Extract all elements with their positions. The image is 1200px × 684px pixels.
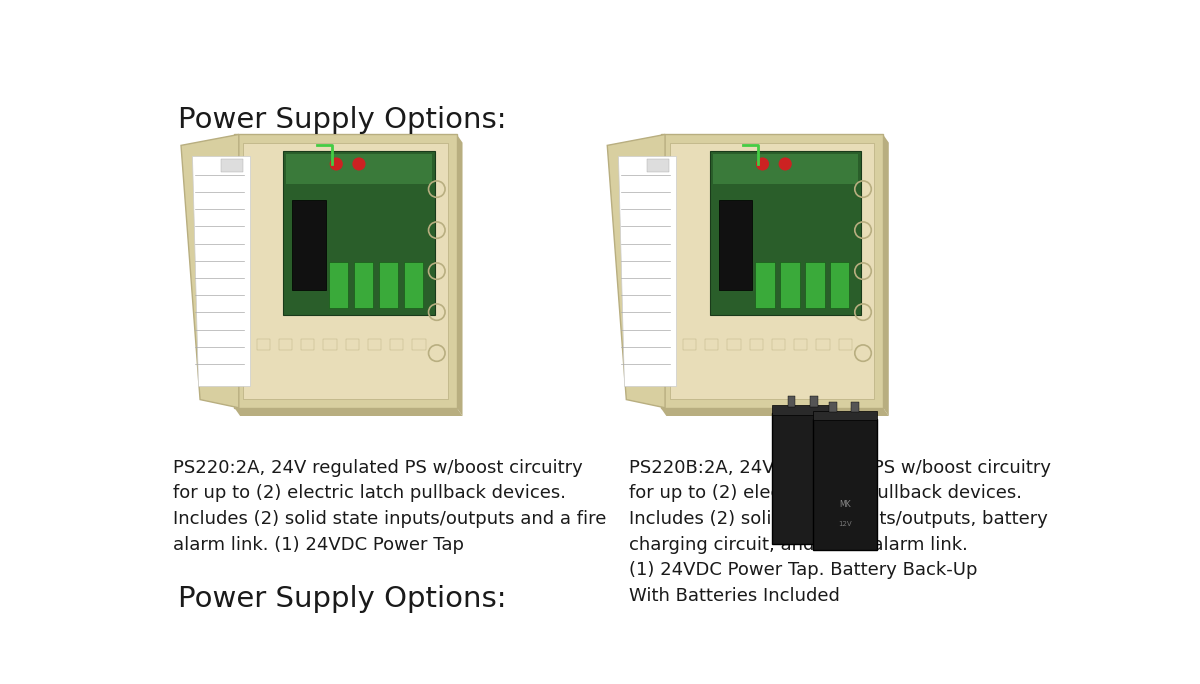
FancyBboxPatch shape xyxy=(661,135,883,408)
FancyBboxPatch shape xyxy=(647,159,668,172)
Text: Power Supply Options:: Power Supply Options: xyxy=(178,585,506,613)
Polygon shape xyxy=(234,408,462,416)
Text: PS220B:2A, 24V regulated PS w/boost circuitry
for up to (2) electric latch pullb: PS220B:2A, 24V regulated PS w/boost circ… xyxy=(629,459,1051,605)
FancyBboxPatch shape xyxy=(368,339,382,350)
FancyBboxPatch shape xyxy=(390,339,403,350)
FancyBboxPatch shape xyxy=(816,339,829,350)
Text: MK: MK xyxy=(839,499,851,508)
FancyBboxPatch shape xyxy=(244,143,448,399)
FancyBboxPatch shape xyxy=(709,151,860,315)
Circle shape xyxy=(330,157,343,170)
FancyBboxPatch shape xyxy=(851,402,859,412)
FancyBboxPatch shape xyxy=(719,200,752,290)
Circle shape xyxy=(756,157,769,170)
FancyBboxPatch shape xyxy=(670,143,874,399)
FancyBboxPatch shape xyxy=(413,339,426,350)
Polygon shape xyxy=(661,408,889,416)
FancyBboxPatch shape xyxy=(329,263,348,308)
FancyBboxPatch shape xyxy=(755,263,775,308)
Text: PS220:2A, 24V regulated PS w/boost circuitry
for up to (2) electric latch pullba: PS220:2A, 24V regulated PS w/boost circu… xyxy=(173,459,607,554)
Circle shape xyxy=(779,157,792,170)
FancyBboxPatch shape xyxy=(293,200,325,290)
FancyBboxPatch shape xyxy=(772,339,785,350)
FancyBboxPatch shape xyxy=(287,154,432,183)
FancyBboxPatch shape xyxy=(794,339,808,350)
FancyBboxPatch shape xyxy=(323,339,337,350)
Text: Power Supply Options:: Power Supply Options: xyxy=(178,106,506,134)
FancyBboxPatch shape xyxy=(301,339,314,350)
FancyBboxPatch shape xyxy=(221,159,242,172)
FancyBboxPatch shape xyxy=(829,402,836,412)
FancyBboxPatch shape xyxy=(278,339,293,350)
FancyBboxPatch shape xyxy=(750,339,763,350)
FancyBboxPatch shape xyxy=(805,263,824,308)
FancyBboxPatch shape xyxy=(727,339,740,350)
Polygon shape xyxy=(607,135,665,408)
FancyBboxPatch shape xyxy=(772,413,835,544)
FancyBboxPatch shape xyxy=(839,339,852,350)
FancyBboxPatch shape xyxy=(403,263,424,308)
FancyBboxPatch shape xyxy=(706,339,719,350)
FancyBboxPatch shape xyxy=(713,154,858,183)
FancyBboxPatch shape xyxy=(830,263,850,308)
Polygon shape xyxy=(192,157,250,386)
FancyBboxPatch shape xyxy=(814,419,877,550)
FancyBboxPatch shape xyxy=(810,396,817,407)
FancyBboxPatch shape xyxy=(780,263,799,308)
FancyBboxPatch shape xyxy=(772,406,835,415)
Text: 12V: 12V xyxy=(838,521,852,527)
Polygon shape xyxy=(457,135,462,416)
Circle shape xyxy=(353,157,366,170)
Polygon shape xyxy=(181,135,239,408)
FancyBboxPatch shape xyxy=(257,339,270,350)
FancyBboxPatch shape xyxy=(814,411,877,420)
FancyBboxPatch shape xyxy=(354,263,373,308)
Polygon shape xyxy=(618,157,676,386)
FancyBboxPatch shape xyxy=(346,339,359,350)
FancyBboxPatch shape xyxy=(234,135,457,408)
FancyBboxPatch shape xyxy=(683,339,696,350)
Polygon shape xyxy=(883,135,889,416)
FancyBboxPatch shape xyxy=(283,151,434,315)
FancyBboxPatch shape xyxy=(787,396,796,407)
FancyBboxPatch shape xyxy=(379,263,398,308)
